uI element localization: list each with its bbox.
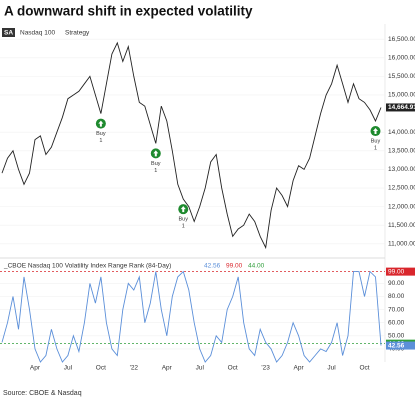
y-tick-label: 14,000.00 <box>388 129 415 136</box>
y-tick-label: 12,000.00 <box>388 203 415 210</box>
x-tick-label: Jul <box>64 365 73 372</box>
y-tick-label: 16,500.00 <box>388 36 415 43</box>
y-tick-label: 70.00 <box>388 306 405 313</box>
reference-box <box>386 267 415 276</box>
signal-label: Buy <box>179 217 189 223</box>
y-tick-label: 60.00 <box>388 319 405 326</box>
series-line <box>1 41 382 250</box>
reference-label: 99.00 <box>388 268 405 275</box>
last-value-box <box>386 341 415 350</box>
x-tick-label: Oct <box>96 365 106 372</box>
buy-arrow <box>373 128 379 135</box>
buy-arrow <box>98 120 104 127</box>
buy-arrow <box>180 206 186 213</box>
x-tick-label: Oct <box>359 365 369 372</box>
x-tick-label: Jul <box>327 365 336 372</box>
signal-label: Buy <box>371 138 381 144</box>
signal-count: 1 <box>99 138 102 144</box>
buy-arrow <box>153 150 159 157</box>
last-value-box <box>386 103 415 112</box>
y-tick-label: 90.00 <box>388 280 405 287</box>
y-tick-label: 50.00 <box>388 333 405 340</box>
last-value-label: 42.56 <box>388 342 405 349</box>
y-tick-label: 11,500.00 <box>388 222 415 229</box>
legend-value: 42.56 <box>204 263 221 270</box>
signal-count: 1 <box>374 145 377 151</box>
source: Source: CBOE & Nasdaq <box>3 390 82 397</box>
last-value-label: 14,664.91 <box>388 104 415 111</box>
legend-lower: 44.00 <box>248 263 265 270</box>
badge: SA <box>4 30 13 37</box>
x-tick-label: Jul <box>196 365 205 372</box>
signal-label: Buy <box>96 131 106 137</box>
x-tick-label: Apr <box>30 365 41 372</box>
series-name: Nasdaq 100 <box>20 30 55 37</box>
y-tick-label: 16,000.00 <box>388 54 415 61</box>
y-tick-label: 13,500.00 <box>388 148 415 155</box>
series-line <box>1 270 382 363</box>
legend-upper: 99.00 <box>226 263 243 270</box>
signal-count: 1 <box>182 224 185 230</box>
y-tick-label: 15,500.00 <box>388 73 415 80</box>
badge-box <box>2 28 15 37</box>
x-tick-label: '22 <box>130 365 139 372</box>
y-tick-label: 11,000.00 <box>388 241 415 248</box>
x-tick-label: Apr <box>162 365 173 372</box>
y-tick-label: 13,000.00 <box>388 166 415 173</box>
y-tick-label: 80.00 <box>388 293 405 300</box>
x-tick-label: '23 <box>261 365 270 372</box>
strategy-label: Strategy <box>65 30 90 37</box>
title: A downward shift in expected volatility <box>4 4 253 19</box>
x-tick-label: Apr <box>294 365 305 372</box>
y-tick-label: 15,000.00 <box>388 92 415 99</box>
indicator-title: _CBOE Nasdaq 100 Volatility Index Range … <box>3 263 171 270</box>
signal-count: 1 <box>154 168 157 174</box>
signal-label: Buy <box>151 161 161 167</box>
x-tick-label: Oct <box>228 365 238 372</box>
y-tick-label: 12,500.00 <box>388 185 415 192</box>
